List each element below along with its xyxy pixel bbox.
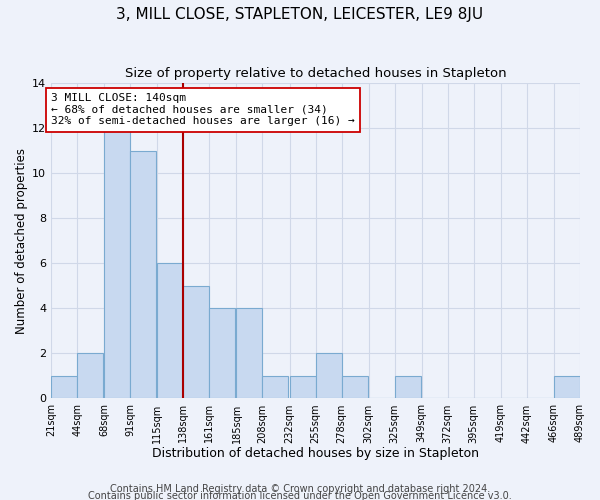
Bar [157,264,184,398]
Text: Contains public sector information licensed under the Open Government Licence v3: Contains public sector information licen… [88,491,512,500]
Bar [341,376,368,398]
Bar [236,308,262,398]
Bar [209,308,235,398]
Bar [130,150,156,398]
X-axis label: Distribution of detached houses by size in Stapleton: Distribution of detached houses by size … [152,447,479,460]
Bar [316,354,341,399]
Text: Contains HM Land Registry data © Crown copyright and database right 2024.: Contains HM Land Registry data © Crown c… [110,484,490,494]
Bar [262,376,289,398]
Bar [104,128,130,398]
Bar [51,376,77,398]
Bar [184,286,209,399]
Y-axis label: Number of detached properties: Number of detached properties [15,148,28,334]
Bar [290,376,316,398]
Text: 3, MILL CLOSE, STAPLETON, LEICESTER, LE9 8JU: 3, MILL CLOSE, STAPLETON, LEICESTER, LE9… [116,8,484,22]
Title: Size of property relative to detached houses in Stapleton: Size of property relative to detached ho… [125,68,506,80]
Text: 3 MILL CLOSE: 140sqm
← 68% of detached houses are smaller (34)
32% of semi-detac: 3 MILL CLOSE: 140sqm ← 68% of detached h… [51,93,355,126]
Bar [395,376,421,398]
Bar [554,376,580,398]
Bar [77,354,103,399]
